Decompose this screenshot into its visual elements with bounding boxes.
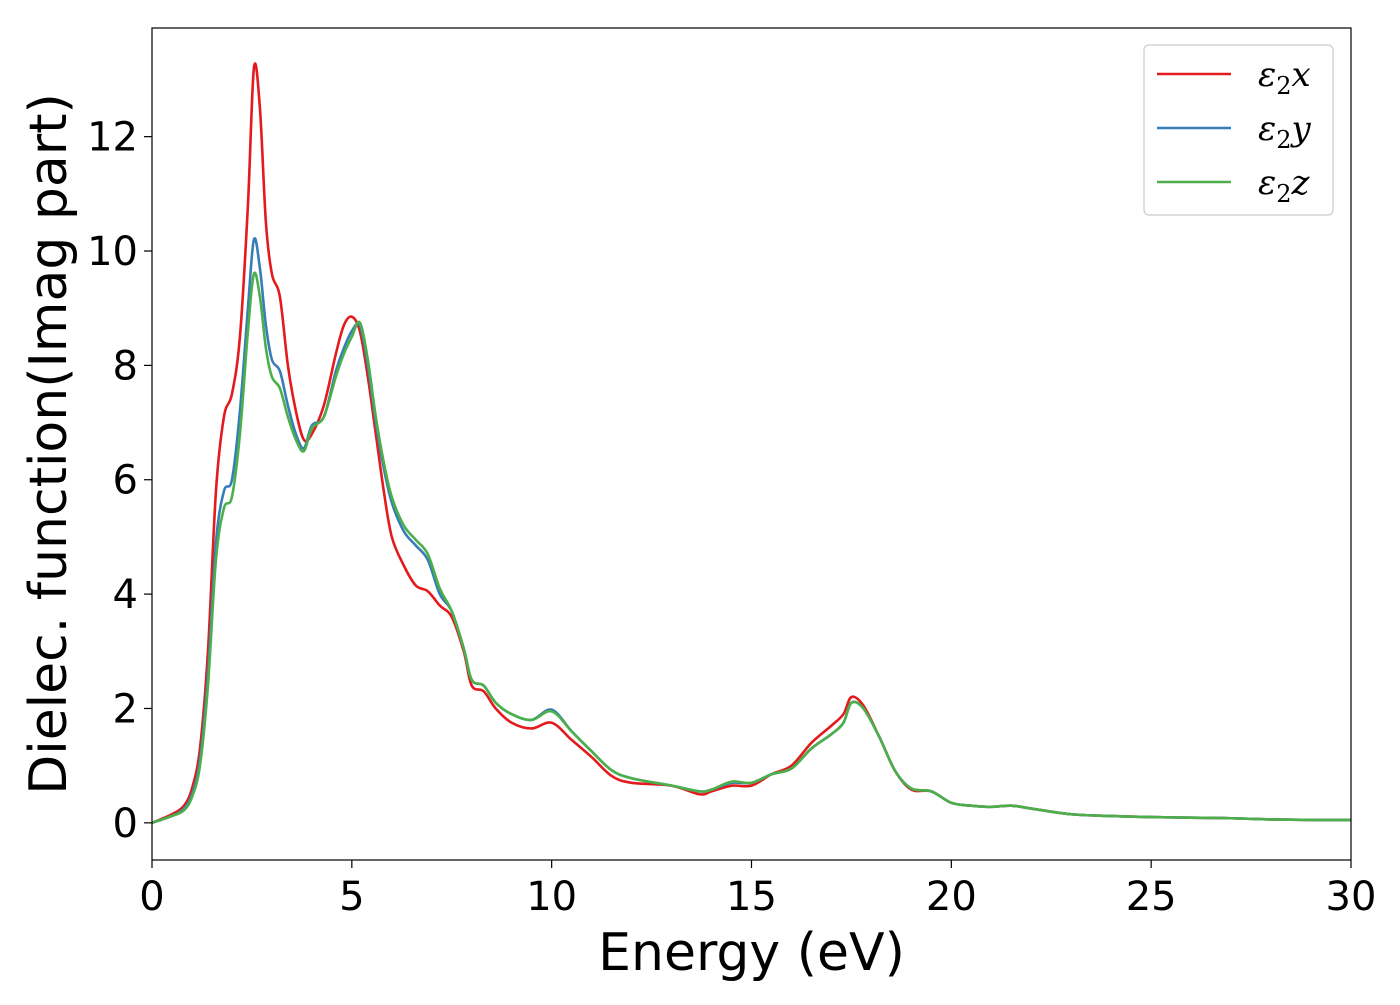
legend-label: ε2z (1258, 163, 1311, 208)
x-axis-label: Energy (eV) (598, 923, 905, 983)
legend-entry-z: ε2z (1157, 163, 1311, 208)
x-tick-label: 0 (139, 874, 164, 920)
y-axis-label: Dielec. function(Imag part) (19, 93, 79, 795)
x-tick-label: 30 (1326, 874, 1377, 920)
x-tick-label: 15 (726, 874, 777, 920)
legend-entry-x: ε2x (1157, 55, 1311, 100)
x-tick-label: 20 (926, 874, 977, 920)
plot-frame (151, 27, 1352, 861)
plot-area (152, 62, 1351, 825)
series-line-y (152, 236, 1351, 825)
x-tick-label: 5 (339, 874, 364, 920)
y-tick-label: 4 (113, 572, 138, 618)
y-tick-label: 2 (113, 686, 138, 732)
legend-box (1143, 44, 1334, 216)
y-tick-label: 12 (87, 115, 138, 161)
x-tick-label: 10 (526, 874, 577, 920)
legend-label: ε2y (1258, 109, 1312, 154)
legend-label: ε2x (1258, 55, 1311, 100)
y-tick-label: 10 (87, 229, 138, 275)
y-tick-label: 0 (113, 801, 138, 847)
y-axis-ticks: 0 2 4 6 8 10 12 (87, 115, 152, 847)
series-line-z (152, 271, 1351, 825)
x-axis-ticks: 0 5 10 15 20 25 30 (139, 860, 1376, 920)
y-tick-label: 8 (113, 343, 138, 389)
y-tick-label: 6 (113, 458, 138, 504)
x-tick-label: 25 (1126, 874, 1177, 920)
legend: ε2x ε2y ε2z (1143, 44, 1334, 216)
legend-entry-y: ε2y (1157, 109, 1312, 154)
